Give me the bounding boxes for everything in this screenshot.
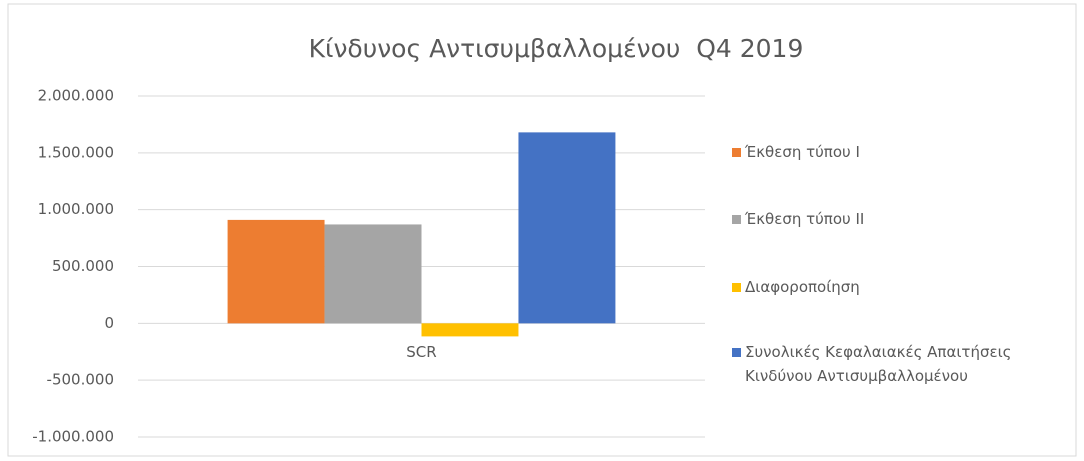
chart-title: Κίνδυνος Αντισυμβαλλομένου Q4 2019 <box>309 34 804 63</box>
legend-item: Έκθεση τύπου II <box>732 207 864 231</box>
x-tick-label: SCR <box>406 343 436 361</box>
legend-swatch <box>732 348 741 357</box>
y-tick-label: 2.000.000 <box>38 87 114 105</box>
legend-swatch <box>732 148 741 157</box>
y-tick-label: 0 <box>104 314 114 332</box>
y-tick-label: 1.500.000 <box>38 143 114 161</box>
legend-label: Έκθεση τύπου II <box>745 210 865 228</box>
legend-label: Διαφοροποίηση <box>745 278 860 296</box>
y-tick-label: -1.000.000 <box>32 428 114 446</box>
bar <box>227 219 325 324</box>
legend-label: Συνολικές Κεφαλαιακές Απαιτήσεις Κινδύνο… <box>745 343 1012 385</box>
legend-swatch <box>732 283 741 292</box>
legend-label: Έκθεση τύπου I <box>745 143 860 161</box>
bar <box>324 224 422 324</box>
legend-item: Διαφοροποίηση <box>732 275 860 299</box>
legend-item: Έκθεση τύπου I <box>732 140 860 164</box>
y-tick-label: 500.000 <box>52 257 114 275</box>
y-tick-label: -500.000 <box>47 371 114 389</box>
legend-item: Συνολικές Κεφαλαιακές Απαιτήσεις Κινδύνο… <box>732 340 1077 388</box>
legend-swatch <box>732 215 741 224</box>
y-tick-label: 1.000.000 <box>38 200 114 218</box>
bar <box>421 323 519 337</box>
bar <box>518 132 616 324</box>
